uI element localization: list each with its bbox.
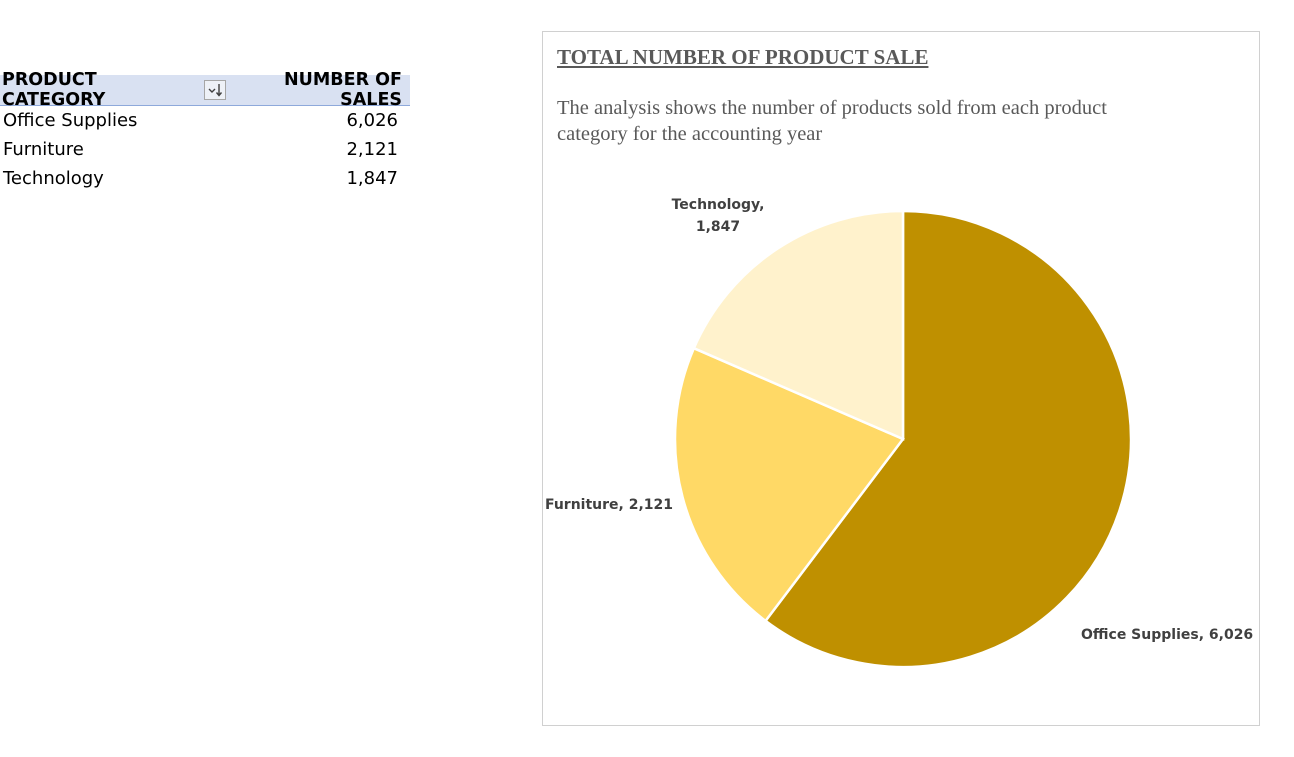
pivot-header-row: PRODUCT CATEGORY NUMBER OF SALES [0, 70, 410, 110]
row-sales: 6,026 [346, 110, 398, 131]
pivot-table: PRODUCT CATEGORY NUMBER OF SALES Office … [0, 70, 410, 193]
slice-technology[interactable] [692, 209, 905, 441]
chart-title: TOTAL NUMBER OF PRODUCT SALE [557, 45, 929, 69]
row-category: Furniture [3, 139, 84, 160]
table-row[interactable]: Office Supplies 6,026 [0, 106, 410, 135]
pivot-header-category[interactable]: PRODUCT CATEGORY [0, 70, 228, 110]
pivot-header-sales[interactable]: NUMBER OF SALES [284, 70, 402, 110]
table-row[interactable]: Technology 1,847 [0, 164, 410, 193]
table-row[interactable]: Furniture 2,121 [0, 135, 410, 164]
label-office-supplies: Office Supplies, 6,026 [1081, 627, 1253, 643]
row-category: Office Supplies [3, 110, 138, 131]
row-category: Technology [3, 168, 104, 189]
row-sales: 1,847 [346, 168, 398, 189]
row-sales: 2,121 [346, 139, 398, 160]
header-category-label: PRODUCT CATEGORY [2, 70, 106, 110]
label-technology: Technology, 1,847 [672, 197, 765, 235]
slice-office-supplies[interactable] [763, 209, 1133, 669]
label-furniture: Furniture, 2,121 [545, 497, 673, 513]
slice-furniture[interactable] [673, 346, 905, 623]
sort-filter-button[interactable] [204, 80, 226, 100]
pie-plot: Office Supplies, 6,026 Furniture, 2,121 Te… [545, 197, 1253, 669]
pie-chart[interactable]: TOTAL NUMBER OF PRODUCT SALE The analysi… [542, 31, 1260, 726]
chart-subtitle: The analysis shows the number of product… [557, 97, 1107, 145]
sort-descending-icon [208, 84, 223, 97]
